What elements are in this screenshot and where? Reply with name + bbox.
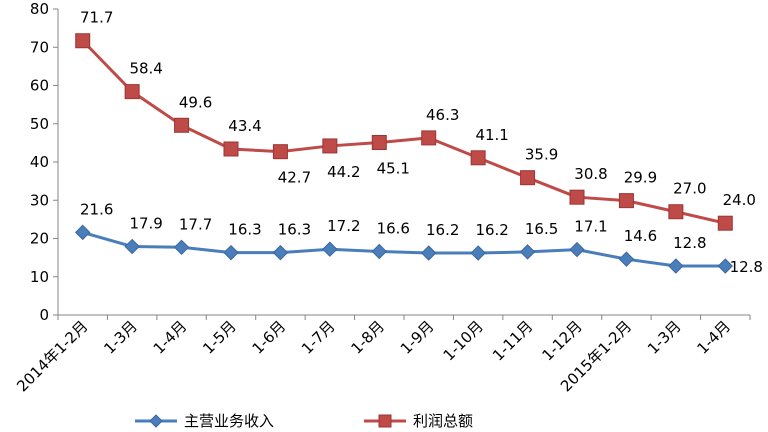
data-point-profit — [174, 117, 190, 133]
y-tick-label: 50 — [30, 115, 49, 133]
data-label-profit: 58.4 — [129, 60, 162, 78]
data-label-profit: 41.1 — [475, 126, 508, 144]
x-tick-label: 1-12月 — [538, 317, 585, 364]
x-tick-label: 1-4月 — [150, 317, 191, 358]
y-tick-label: 60 — [30, 77, 49, 95]
legend-label-revenue: 主营业务收入 — [184, 412, 274, 430]
data-point-revenue — [322, 241, 338, 257]
x-tick-label: 1-3月 — [100, 317, 141, 358]
data-point-revenue — [421, 245, 437, 261]
data-label-revenue: 17.1 — [574, 218, 607, 236]
data-label-revenue: 21.6 — [80, 200, 113, 218]
data-point-profit — [618, 193, 634, 209]
data-label-revenue: 12.8 — [673, 234, 706, 252]
x-tick-label: 1-6月 — [249, 317, 290, 358]
data-point-profit — [421, 130, 437, 146]
x-tick-label: 1-7月 — [298, 317, 339, 358]
data-point-profit — [75, 33, 91, 49]
x-tick-label: 1-3月 — [644, 317, 685, 358]
y-tick-label: 20 — [30, 230, 49, 248]
data-label-profit: 49.6 — [179, 93, 212, 111]
data-point-revenue — [173, 239, 190, 256]
data-point-profit — [371, 134, 387, 150]
data-point-profit — [272, 144, 288, 160]
data-point-profit — [569, 189, 585, 205]
data-label-revenue: 16.3 — [228, 221, 261, 239]
data-point-revenue — [223, 244, 239, 261]
data-point-revenue — [569, 241, 585, 258]
data-point-revenue — [470, 245, 486, 261]
series-layer — [75, 33, 733, 274]
data-label-profit: 42.7 — [278, 169, 311, 187]
y-tick-label: 30 — [30, 191, 49, 209]
data-label-revenue: 16.5 — [525, 220, 558, 238]
data-point-revenue — [668, 258, 684, 274]
data-label-profit: 35.9 — [525, 146, 558, 164]
data-label-revenue: 14.6 — [624, 227, 657, 245]
legend-label-profit: 利润总额 — [413, 412, 473, 430]
data-label-profit: 30.8 — [574, 165, 607, 183]
data-label-revenue: 16.2 — [426, 221, 459, 239]
data-point-profit — [717, 215, 733, 231]
y-tick-label: 10 — [30, 268, 49, 286]
data-label-profit: 71.7 — [80, 9, 113, 27]
x-tick-label: 1-9月 — [397, 317, 438, 358]
x-tick-label: 1-8月 — [347, 317, 388, 358]
series-line-revenue — [82, 230, 726, 268]
data-point-revenue — [75, 224, 91, 241]
y-tick-label: 70 — [30, 38, 49, 56]
x-tick-label: 1-5月 — [199, 317, 240, 358]
x-tick-label: 1-4月 — [693, 317, 734, 358]
data-label-revenue: 12.8 — [730, 258, 763, 276]
data-point-revenue — [519, 244, 536, 260]
data-point-profit — [470, 150, 486, 166]
legend: 主营业务收入 利润总额 — [135, 412, 473, 430]
data-label-revenue: 17.7 — [179, 215, 212, 233]
x-tick-label: 1-10月 — [440, 317, 487, 364]
y-tick-label: 40 — [30, 153, 49, 171]
data-point-profit — [124, 84, 140, 100]
data-labels: 21.6 17.9 17.7 16.3 16.3 17.2 16.6 16.2 16.2 16.5… — [80, 9, 763, 276]
legend-marker-profit — [378, 414, 392, 428]
x-tick-label: 2014年1-2月 — [13, 317, 91, 395]
data-label-revenue: 17.9 — [129, 215, 162, 233]
data-label-profit: 24.0 — [723, 191, 756, 209]
series-line-profit — [81, 39, 726, 225]
data-label-revenue: 16.6 — [377, 220, 410, 238]
data-label-profit: 44.2 — [327, 163, 360, 181]
data-point-profit — [223, 141, 239, 157]
data-point-revenue — [618, 251, 635, 267]
data-label-profit: 27.0 — [673, 180, 706, 198]
data-point-revenue — [272, 244, 289, 261]
y-tick-label: 0 — [39, 306, 49, 324]
data-point-profit — [668, 204, 684, 220]
data-point-revenue — [371, 243, 387, 260]
data-label-profit: 29.9 — [624, 169, 657, 187]
data-label-revenue: 16.2 — [475, 221, 508, 239]
data-point-revenue — [124, 238, 140, 255]
x-tick-label: 1-11月 — [489, 317, 536, 364]
legend-marker-revenue — [149, 414, 163, 428]
data-label-revenue: 16.3 — [278, 221, 311, 239]
data-label-revenue: 17.2 — [327, 217, 360, 235]
data-label-profit: 46.3 — [426, 106, 459, 124]
data-label-profit: 43.4 — [228, 117, 261, 135]
y-tick-label: 80 — [30, 0, 49, 18]
data-point-profit — [322, 138, 338, 154]
data-point-revenue — [717, 258, 733, 274]
data-label-profit: 45.1 — [377, 159, 410, 177]
data-point-profit — [520, 170, 536, 186]
